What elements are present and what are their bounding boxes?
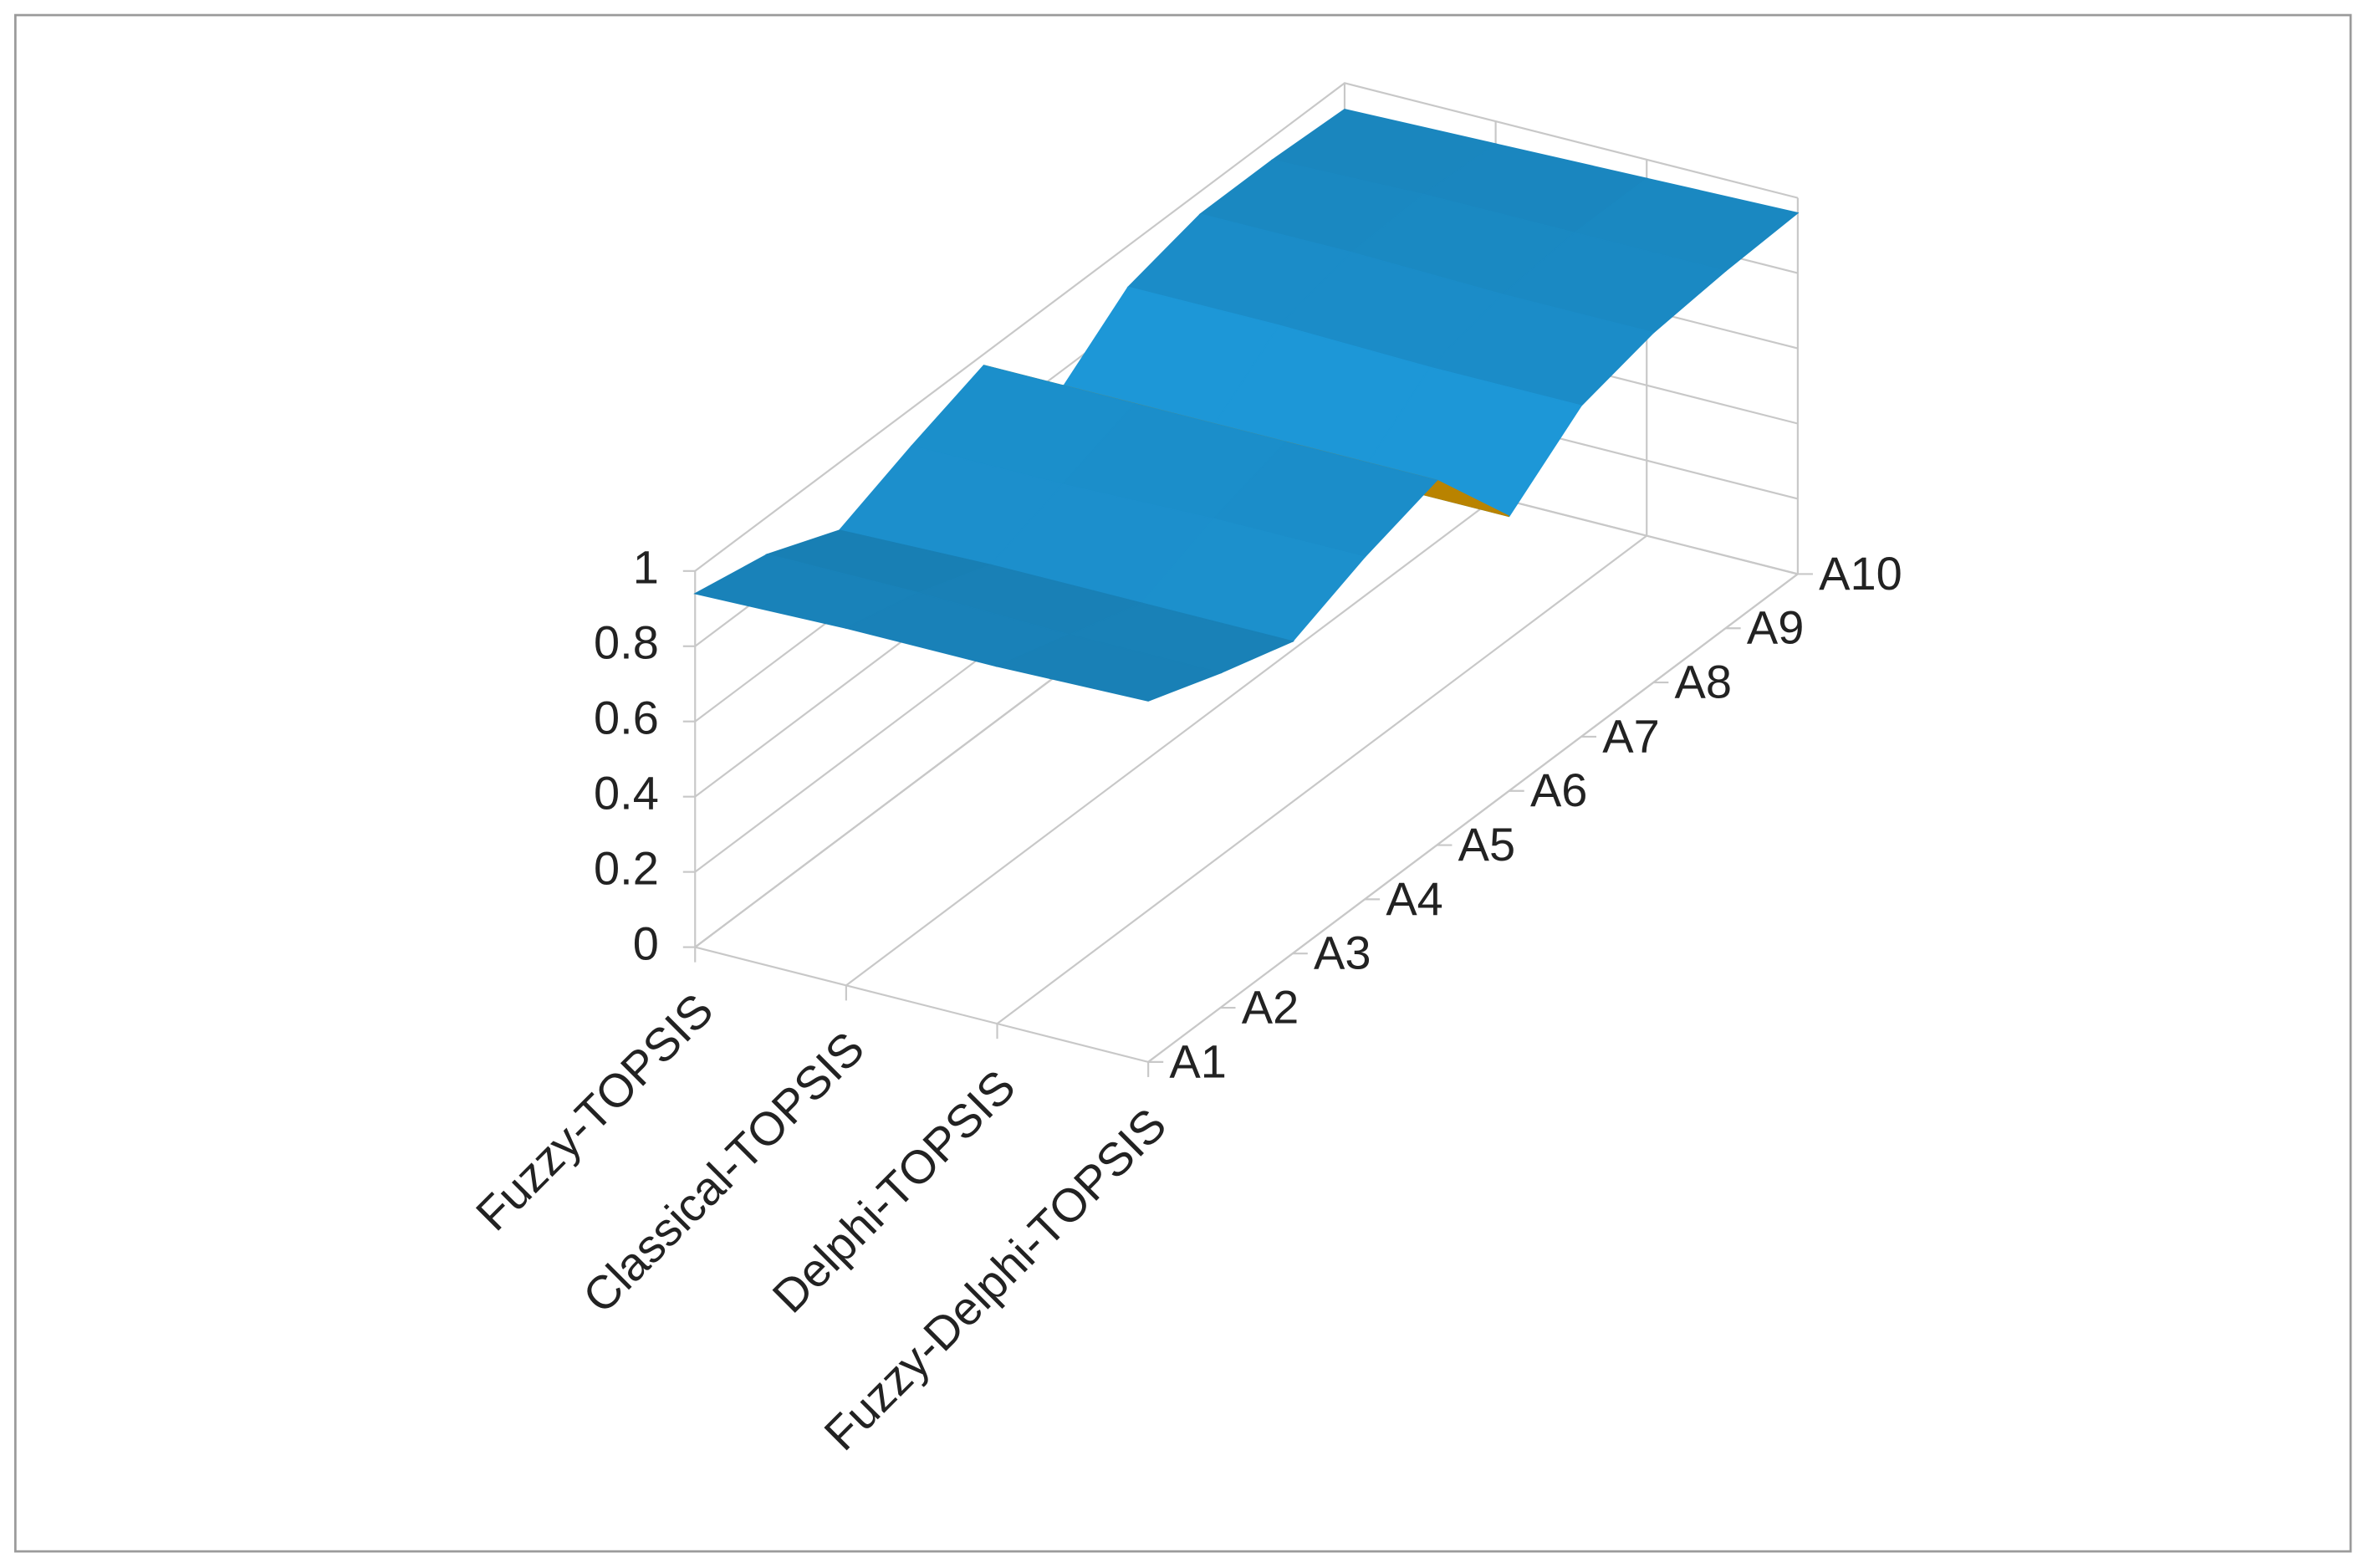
z-tick-label: 0.6 (594, 692, 659, 744)
z-tick-label: 1 (633, 541, 659, 594)
surface-patch (995, 634, 1223, 702)
depth-tick-label: A6 (1530, 764, 1587, 816)
z-tick-label: 0.2 (594, 841, 659, 894)
depth-tick-label: A4 (1386, 872, 1442, 925)
floor-grid-line (996, 534, 1647, 1024)
z-tick-label: 0.4 (594, 766, 659, 819)
depth-tick-label: A9 (1747, 601, 1804, 654)
surface (693, 109, 1800, 702)
depth-tick-label: A8 (1675, 655, 1732, 707)
z-tick-label: 0.8 (594, 616, 659, 669)
depth-tick-label: A1 (1169, 1034, 1226, 1087)
depth-tick-label: A3 (1314, 927, 1371, 979)
depth-tick-label: A5 (1458, 818, 1515, 871)
depth-tick-label: A2 (1242, 980, 1299, 1033)
z-tick-label: 0 (633, 917, 659, 969)
floor-grid-line (1147, 573, 1799, 1063)
floor-grid-line (845, 497, 1497, 987)
depth-tick-label: A10 (1819, 547, 1902, 600)
depth-tick-label: A7 (1602, 709, 1659, 762)
